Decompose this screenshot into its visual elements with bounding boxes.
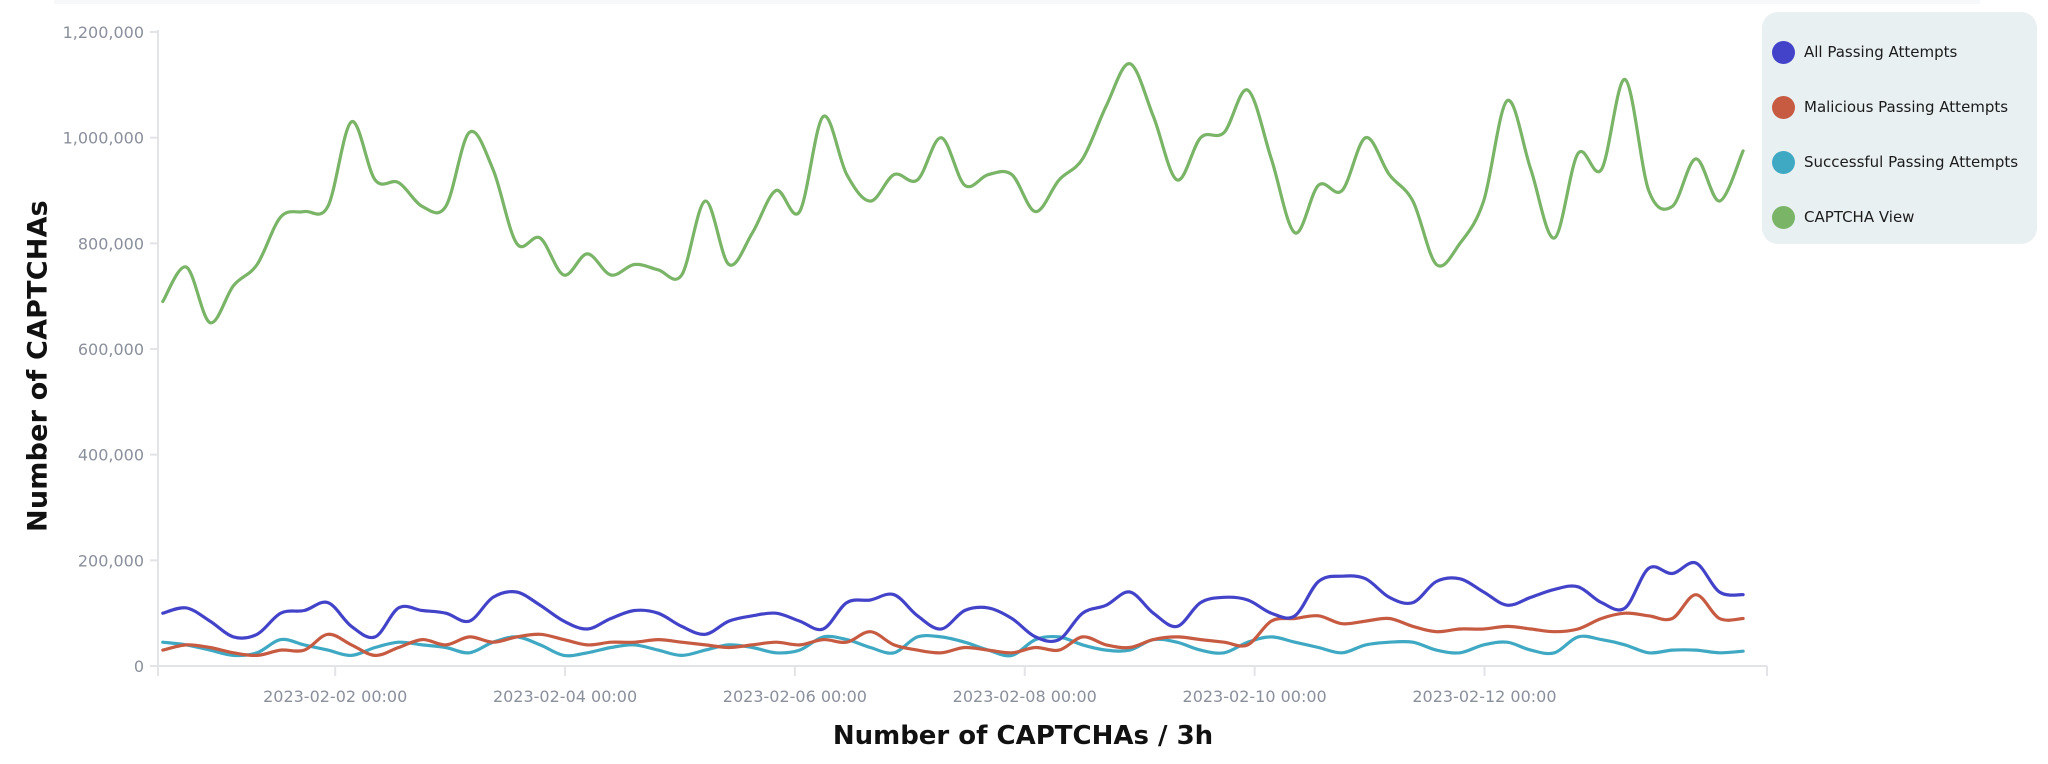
top-band bbox=[54, 0, 1980, 4]
x-tick-label: 2023-02-04 00:00 bbox=[493, 687, 637, 706]
legend-label: Successful Passing Attempts bbox=[1804, 153, 2019, 171]
y-axis-title: Number of CAPTCHAs bbox=[22, 200, 54, 532]
x-tick-label: 2023-02-02 00:00 bbox=[263, 687, 407, 706]
circle-dot-icon bbox=[1772, 150, 1795, 174]
legend-label: All Passing Attempts bbox=[1804, 43, 1958, 61]
y-tick-label: 800,000 bbox=[78, 234, 144, 253]
legend-item-captcha-view[interactable]: CAPTCHA View bbox=[1772, 202, 1914, 232]
y-axis: 0 200,000 400,000 600,000 800,000 1,000,000 1,… bbox=[63, 23, 159, 676]
y-tick-label: 1,200,000 bbox=[63, 23, 144, 42]
series-line-malicious-passing-attempts[interactable] bbox=[161, 593, 1745, 658]
y-tick-label: 1,000,000 bbox=[63, 129, 144, 148]
series-line-all-passing-attempts[interactable] bbox=[161, 560, 1745, 644]
legend-label: Malicious Passing Attempts bbox=[1804, 98, 2009, 116]
y-tick-label: 0 bbox=[134, 657, 144, 676]
y-tick-label: 400,000 bbox=[78, 446, 144, 465]
x-axis: 2023-02-02 00:00 2023-02-04 00:00 2023-02-… bbox=[158, 665, 1768, 706]
x-tick-label: 2023-02-06 00:00 bbox=[723, 687, 867, 706]
legend-item-all-passing-attempts[interactable]: All Passing Attempts bbox=[1772, 37, 1957, 67]
legend-item-malicious-passing-attempts[interactable]: Malicious Passing Attempts bbox=[1772, 92, 2008, 122]
x-axis-title: Number of CAPTCHAs / 3h bbox=[832, 721, 1214, 751]
x-tick-label: 2023-02-12 00:00 bbox=[1412, 687, 1556, 706]
series-line-successful-passing-attempts[interactable] bbox=[161, 633, 1745, 658]
circle-dot-icon bbox=[1772, 95, 1795, 119]
y-tick-label: 600,000 bbox=[78, 340, 144, 359]
x-tick-label: 2023-02-10 00:00 bbox=[1183, 687, 1327, 706]
x-tick-label: 2023-02-08 00:00 bbox=[953, 687, 1097, 706]
y-tick-label: 200,000 bbox=[78, 551, 144, 570]
circle-dot-icon bbox=[1772, 40, 1795, 64]
circle-dot-icon bbox=[1772, 205, 1795, 229]
series-layer bbox=[161, 62, 1745, 658]
legend-item-successful-passing-attempts[interactable]: Successful Passing Attempts bbox=[1772, 147, 2018, 177]
legend-label: CAPTCHA View bbox=[1804, 208, 1915, 226]
series-line-captcha-view[interactable] bbox=[161, 62, 1745, 325]
legend: All Passing Attempts Malicious Passing A… bbox=[1762, 12, 2037, 244]
